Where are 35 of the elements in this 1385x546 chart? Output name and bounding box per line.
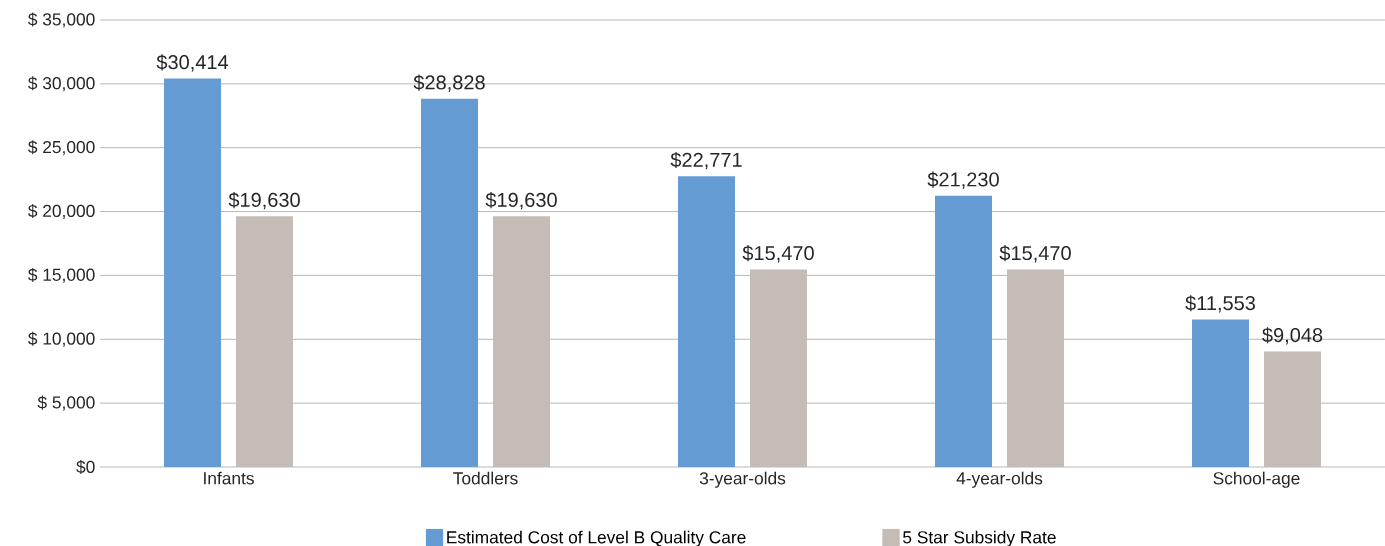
bar [164, 78, 222, 467]
data-label: $22,771 [670, 151, 742, 170]
data-label: $21,230 [927, 171, 999, 189]
data-label: $11,553 [1185, 295, 1256, 313]
data-label: $15,470 [742, 245, 814, 263]
x-tick-label: 3-year-olds [699, 471, 786, 488]
x-tick-label: 4-year-olds [956, 471, 1043, 488]
bar [1263, 351, 1321, 467]
data-label: $19,630 [485, 191, 557, 210]
bar [935, 195, 992, 467]
data-label: $19,630 [228, 191, 300, 210]
y-tick-label: $ 30,000 [28, 76, 95, 92]
bar [750, 269, 807, 467]
y-tick-label: $0 [76, 459, 95, 474]
y-tick-label: $ 10,000 [28, 331, 95, 347]
bar [678, 176, 735, 467]
data-label: $30,414 [156, 54, 229, 72]
y-tick-label: $ 25,000 [28, 140, 95, 156]
bar [236, 216, 294, 467]
legend-label: 5 Star Subsidy Rate [903, 530, 1056, 546]
y-tick-label: $ 5,000 [37, 395, 95, 411]
x-tick-label: School-age [1213, 471, 1300, 488]
data-label: $9,048 [1262, 327, 1323, 345]
bar [1007, 269, 1064, 467]
data-label: $15,470 [999, 245, 1071, 263]
x-tick-label: Infants [204, 471, 254, 485]
y-tick-label: $ 15,000 [28, 267, 95, 283]
x-tick-label: Toddlers [453, 471, 518, 485]
bar [493, 216, 551, 467]
y-tick-label: $ 20,000 [28, 204, 95, 220]
y-tick-label: $ 35,000 [28, 12, 95, 28]
bar [1192, 319, 1249, 467]
data-label: $28,828 [413, 74, 485, 92]
legend-label: Estimated Cost of Level B Quality Care [447, 530, 746, 546]
bar [421, 98, 479, 467]
